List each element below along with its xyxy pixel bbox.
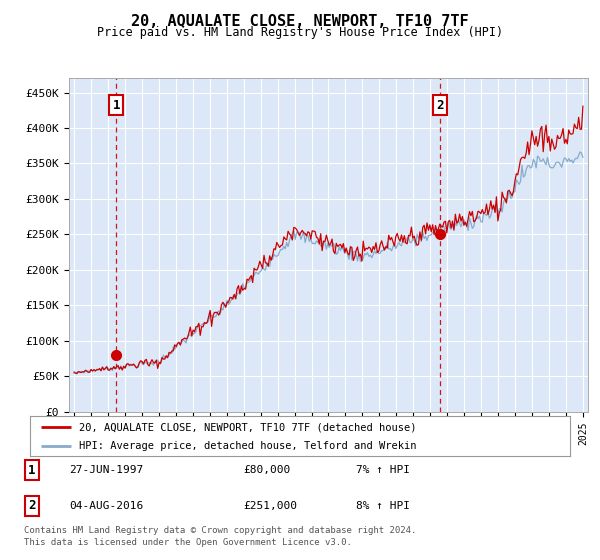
Text: 8% ↑ HPI: 8% ↑ HPI (356, 501, 410, 511)
Text: 1: 1 (113, 99, 120, 111)
Text: 2: 2 (28, 500, 36, 512)
Text: £251,000: £251,000 (244, 501, 298, 511)
Text: HPI: Average price, detached house, Telford and Wrekin: HPI: Average price, detached house, Telf… (79, 441, 416, 451)
Text: Contains HM Land Registry data © Crown copyright and database right 2024.: Contains HM Land Registry data © Crown c… (24, 526, 416, 535)
Text: This data is licensed under the Open Government Licence v3.0.: This data is licensed under the Open Gov… (24, 538, 352, 547)
Text: 1: 1 (28, 464, 36, 477)
Text: 2: 2 (437, 99, 444, 111)
Text: 20, AQUALATE CLOSE, NEWPORT, TF10 7TF: 20, AQUALATE CLOSE, NEWPORT, TF10 7TF (131, 14, 469, 29)
Text: 7% ↑ HPI: 7% ↑ HPI (356, 465, 410, 475)
Text: 27-JUN-1997: 27-JUN-1997 (69, 465, 143, 475)
Text: 04-AUG-2016: 04-AUG-2016 (69, 501, 143, 511)
Text: Price paid vs. HM Land Registry's House Price Index (HPI): Price paid vs. HM Land Registry's House … (97, 26, 503, 39)
Text: £80,000: £80,000 (244, 465, 291, 475)
Text: 20, AQUALATE CLOSE, NEWPORT, TF10 7TF (detached house): 20, AQUALATE CLOSE, NEWPORT, TF10 7TF (d… (79, 422, 416, 432)
